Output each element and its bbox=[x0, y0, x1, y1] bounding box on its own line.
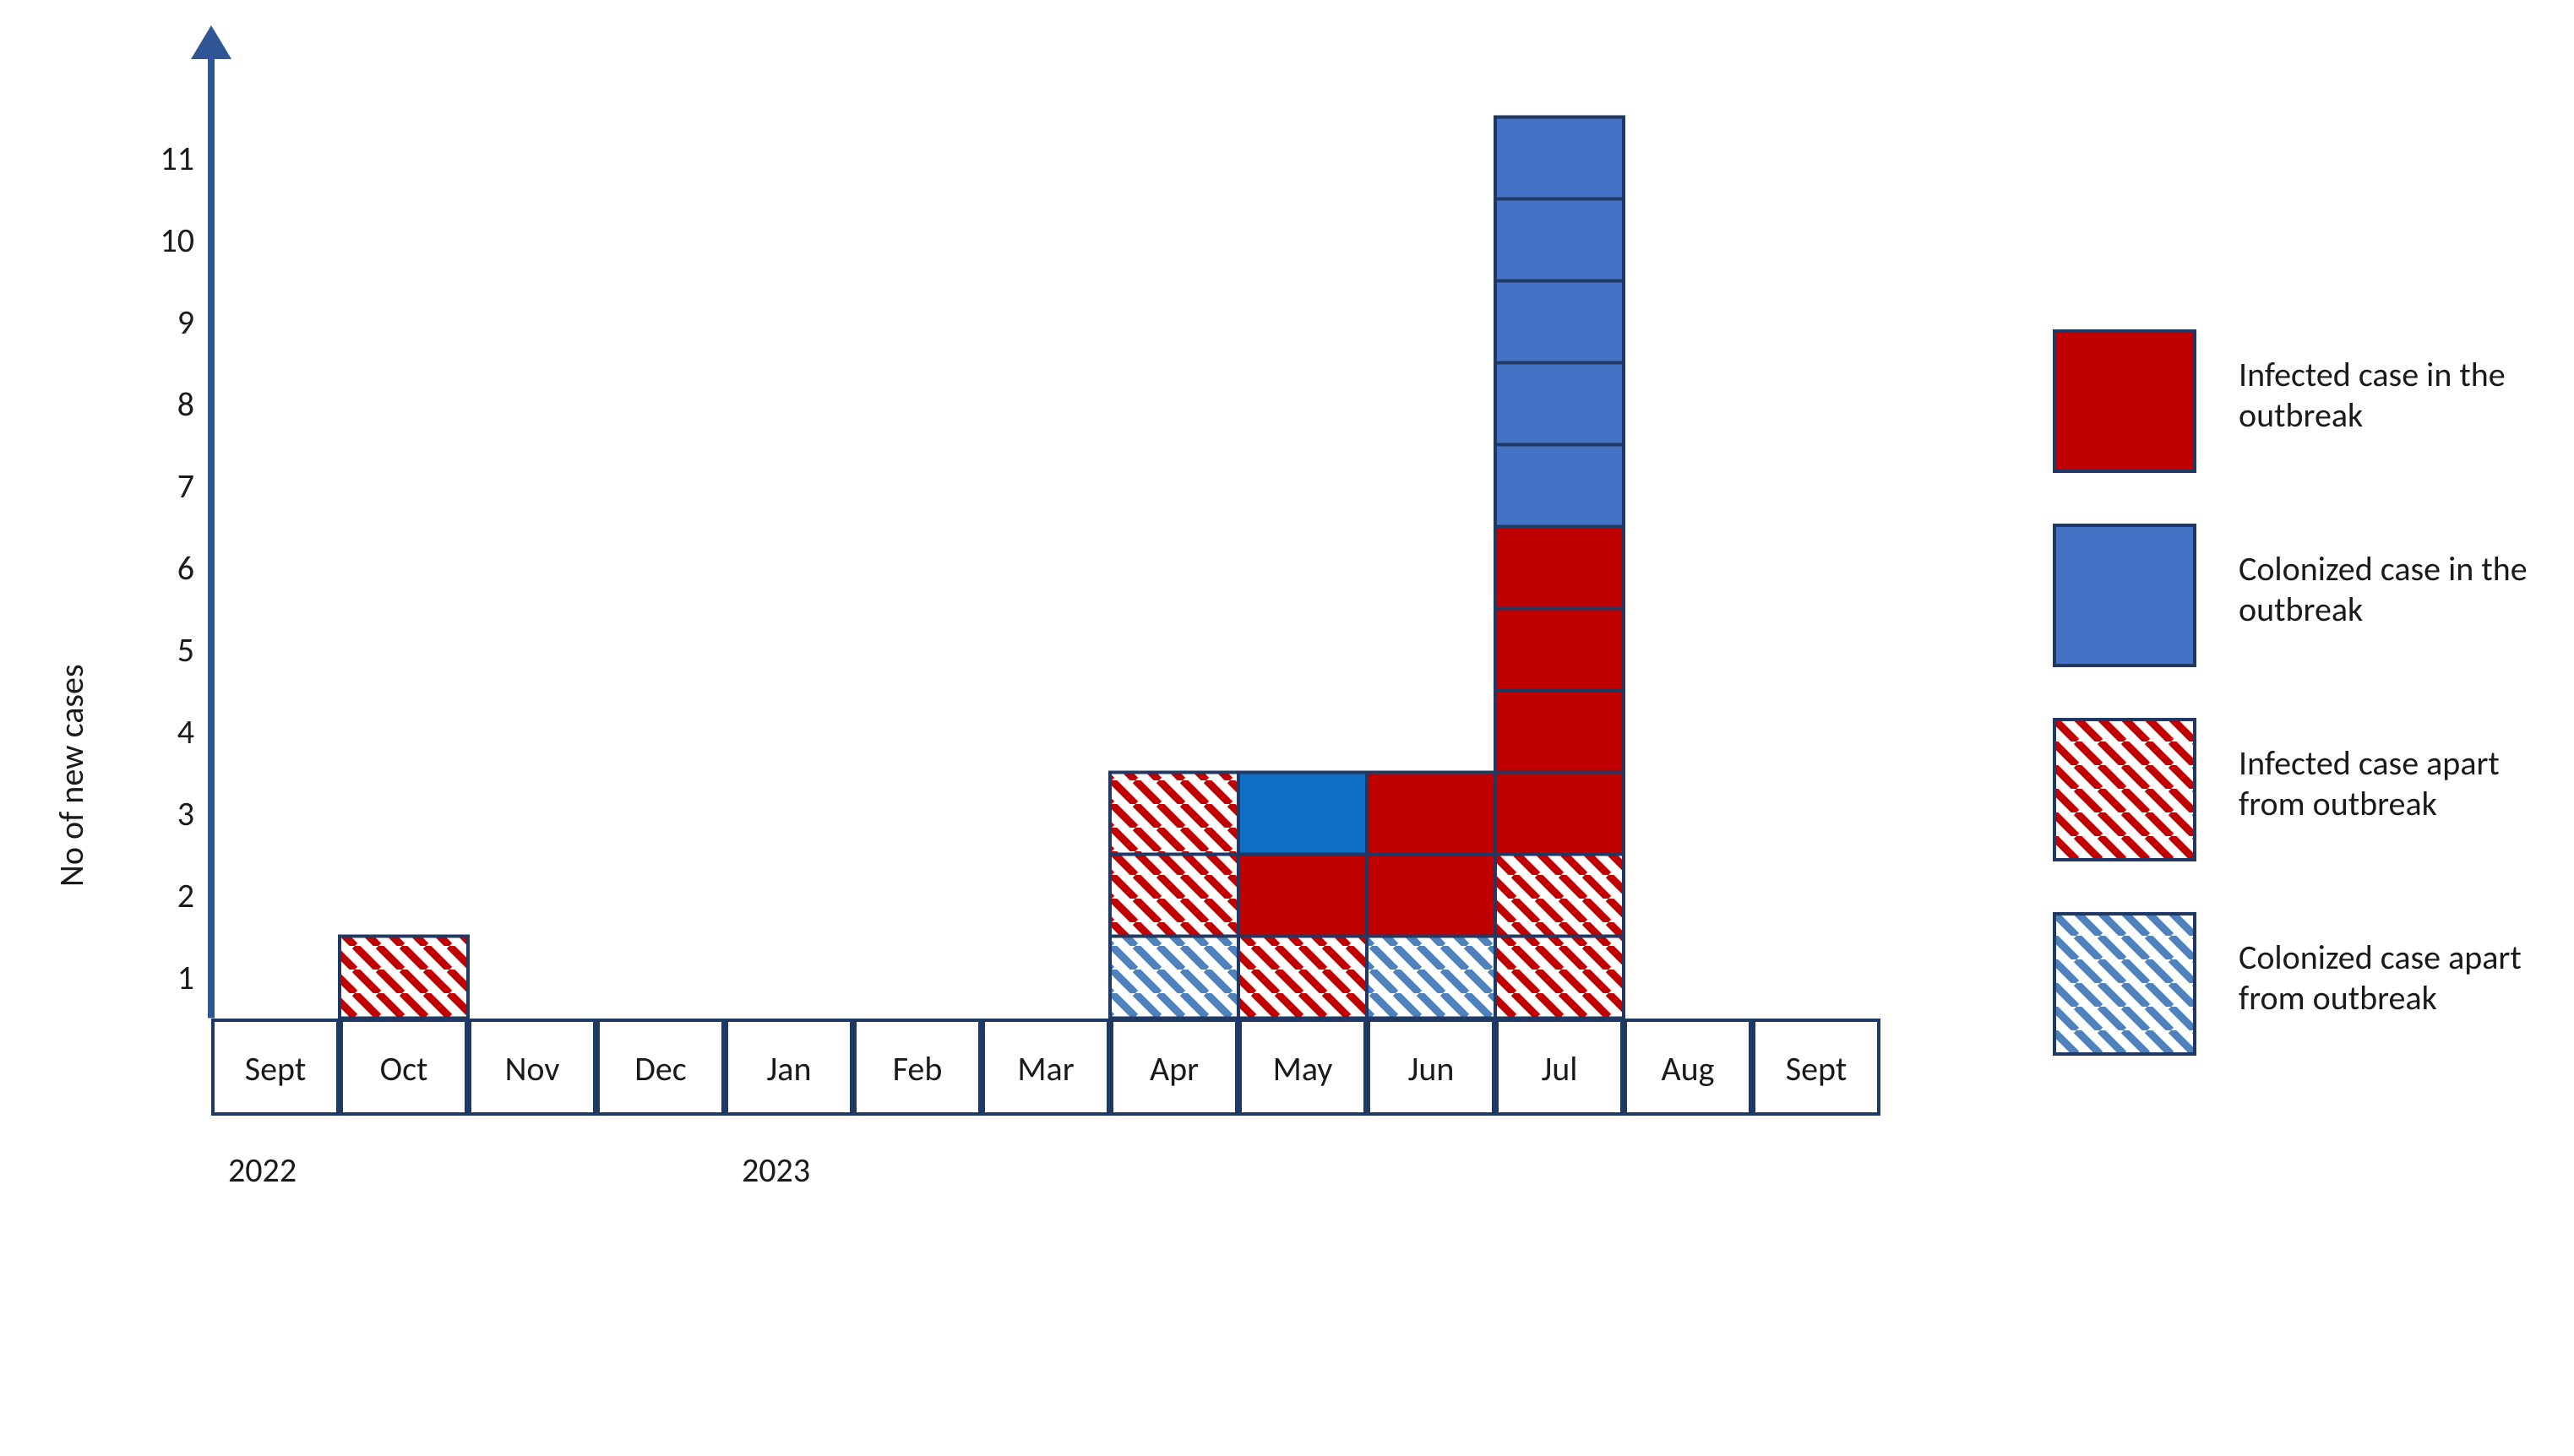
x-category-label: Jul bbox=[1495, 1048, 1624, 1089]
bar-cell bbox=[1495, 527, 1624, 609]
legend-swatch bbox=[2053, 912, 2196, 1056]
x-category-label: Sept bbox=[211, 1048, 340, 1089]
x-category-label: Oct bbox=[340, 1048, 468, 1089]
legend-label: Infected case in the outbreak bbox=[2239, 355, 2560, 436]
year-label: 2023 bbox=[742, 1149, 810, 1191]
bar-cell bbox=[1495, 363, 1624, 445]
bar-cell bbox=[340, 937, 468, 1019]
bar-cell bbox=[1238, 855, 1367, 937]
x-category-label: May bbox=[1238, 1048, 1367, 1089]
x-category-label: Apr bbox=[1110, 1048, 1238, 1089]
bar-cell bbox=[1367, 937, 1495, 1019]
bar-cell bbox=[1495, 117, 1624, 199]
x-category-label: Jan bbox=[725, 1048, 853, 1089]
bar-cell bbox=[1495, 281, 1624, 363]
legend-label: Colonized case in the outbreak bbox=[2239, 549, 2560, 630]
bar-cell bbox=[1495, 691, 1624, 773]
legend-label: Colonized case apart from outbreak bbox=[2239, 937, 2560, 1019]
legend-swatch bbox=[2053, 329, 2196, 473]
bar-cell bbox=[1238, 773, 1367, 855]
legend-swatch bbox=[2053, 718, 2196, 861]
legend-label: Infected case apart from outbreak bbox=[2239, 743, 2560, 824]
bar-cell bbox=[1110, 855, 1238, 937]
bar-cell bbox=[1367, 855, 1495, 937]
bar-cell bbox=[1495, 445, 1624, 527]
legend-swatch bbox=[2053, 524, 2196, 667]
x-category-label: Jun bbox=[1367, 1048, 1495, 1089]
bar-cell bbox=[1495, 609, 1624, 691]
x-category-label: Dec bbox=[596, 1048, 725, 1089]
bar-cell bbox=[1495, 855, 1624, 937]
bar-cell bbox=[1495, 199, 1624, 281]
bar-cell bbox=[1110, 773, 1238, 855]
x-category-label: Sept bbox=[1752, 1048, 1880, 1089]
bar-cell bbox=[1495, 773, 1624, 855]
bar-cell bbox=[1367, 773, 1495, 855]
x-category-label: Feb bbox=[853, 1048, 982, 1089]
x-category-label: Mar bbox=[982, 1048, 1110, 1089]
bar-cell bbox=[1238, 937, 1367, 1019]
year-label: 2022 bbox=[228, 1149, 297, 1191]
bar-cell bbox=[1495, 937, 1624, 1019]
x-category-label: Nov bbox=[468, 1048, 596, 1089]
bar-cell bbox=[1110, 937, 1238, 1019]
x-category-label: Aug bbox=[1624, 1048, 1752, 1089]
